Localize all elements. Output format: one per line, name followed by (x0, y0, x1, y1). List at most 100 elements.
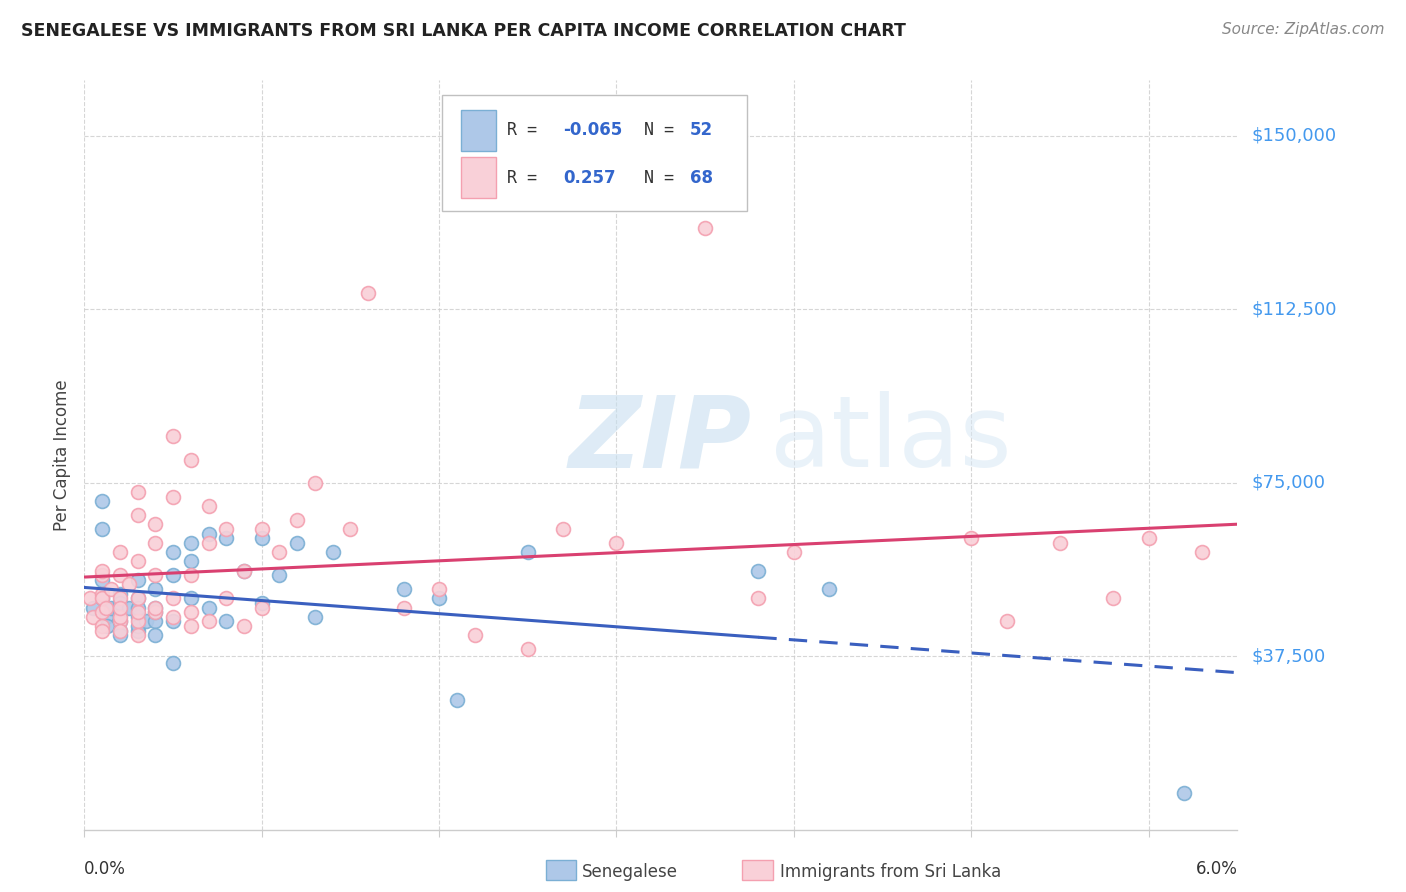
Point (143, 536, 166, 550)
Point (108, 591, 131, 606)
Text: R =: R = (508, 121, 537, 139)
Point (322, 545, 344, 559)
Text: N =: N = (644, 169, 673, 186)
Point (127, 508, 149, 522)
Point (180, 554, 202, 568)
Point (197, 526, 219, 541)
Point (127, 619, 149, 633)
Point (197, 536, 219, 550)
Point (100, 600, 122, 615)
Point (108, 596, 131, 610)
Bar (461, 110, 496, 151)
Point (162, 568, 184, 582)
Text: Senegalese: Senegalese (582, 863, 678, 881)
Text: 6.0%: 6.0% (1195, 860, 1237, 878)
Point (127, 624, 149, 638)
Point (127, 628, 149, 642)
Point (250, 596, 273, 610)
Point (180, 591, 202, 606)
Point (100, 582, 122, 596)
Point (162, 545, 184, 559)
Point (143, 615, 166, 629)
Point (162, 429, 184, 443)
Point (91, 568, 114, 582)
Point (108, 609, 131, 624)
Point (108, 605, 131, 619)
Point (215, 591, 238, 606)
Text: $37,500: $37,500 (1251, 647, 1326, 665)
Point (197, 499, 219, 513)
Point (180, 536, 202, 550)
Point (127, 609, 149, 624)
Point (695, 221, 717, 235)
Text: $150,000: $150,000 (1251, 127, 1336, 145)
Point (197, 600, 219, 615)
Point (446, 693, 468, 707)
Point (357, 286, 380, 301)
Point (162, 591, 184, 606)
Point (108, 624, 131, 638)
Point (91, 619, 114, 633)
Point (143, 628, 166, 642)
Point (143, 605, 166, 619)
Point (995, 615, 1018, 629)
Point (215, 531, 238, 545)
Point (143, 517, 166, 532)
Text: R =: R = (508, 169, 537, 186)
Point (108, 624, 131, 638)
Point (143, 605, 166, 619)
Text: Source: ZipAtlas.com: Source: ZipAtlas.com (1222, 22, 1385, 37)
Text: 52: 52 (690, 121, 713, 139)
Point (180, 452, 202, 467)
Point (96, 619, 118, 633)
Point (1191, 545, 1213, 559)
Text: -0.065: -0.065 (562, 121, 621, 139)
Text: $112,500: $112,500 (1251, 301, 1337, 318)
Point (960, 531, 983, 545)
Point (269, 545, 291, 559)
Point (162, 615, 184, 629)
Point (143, 568, 166, 582)
Text: $75,000: $75,000 (1251, 474, 1326, 491)
Point (233, 564, 256, 578)
Text: atlas: atlas (770, 392, 1012, 489)
Point (127, 591, 149, 606)
Point (516, 545, 538, 559)
Text: Immigrants from Sri Lanka: Immigrants from Sri Lanka (780, 863, 1001, 881)
Point (427, 591, 450, 606)
Point (91, 591, 114, 606)
Point (108, 615, 131, 629)
Point (91, 564, 114, 578)
Point (91, 587, 114, 601)
Point (108, 568, 131, 582)
Point (285, 513, 308, 527)
Point (108, 600, 131, 615)
Point (91, 573, 114, 587)
Point (747, 564, 769, 578)
FancyBboxPatch shape (441, 95, 748, 211)
Point (747, 591, 769, 606)
Text: 0.257: 0.257 (562, 169, 616, 186)
Point (1102, 591, 1125, 606)
Point (91, 494, 114, 508)
Point (118, 577, 141, 591)
Point (233, 619, 256, 633)
Point (127, 484, 149, 499)
Point (143, 600, 166, 615)
Point (162, 656, 184, 670)
Y-axis label: Per Capita Income: Per Capita Income (53, 379, 72, 531)
Point (464, 628, 486, 642)
Point (250, 600, 273, 615)
Point (233, 564, 256, 578)
Text: 68: 68 (690, 169, 713, 186)
Text: ZIP: ZIP (568, 392, 752, 489)
Point (180, 619, 202, 633)
Point (127, 591, 149, 606)
Point (427, 582, 450, 596)
Point (91, 591, 114, 606)
Point (143, 600, 166, 615)
Point (553, 522, 575, 536)
Point (127, 600, 149, 615)
Point (108, 587, 131, 601)
Point (304, 475, 326, 490)
